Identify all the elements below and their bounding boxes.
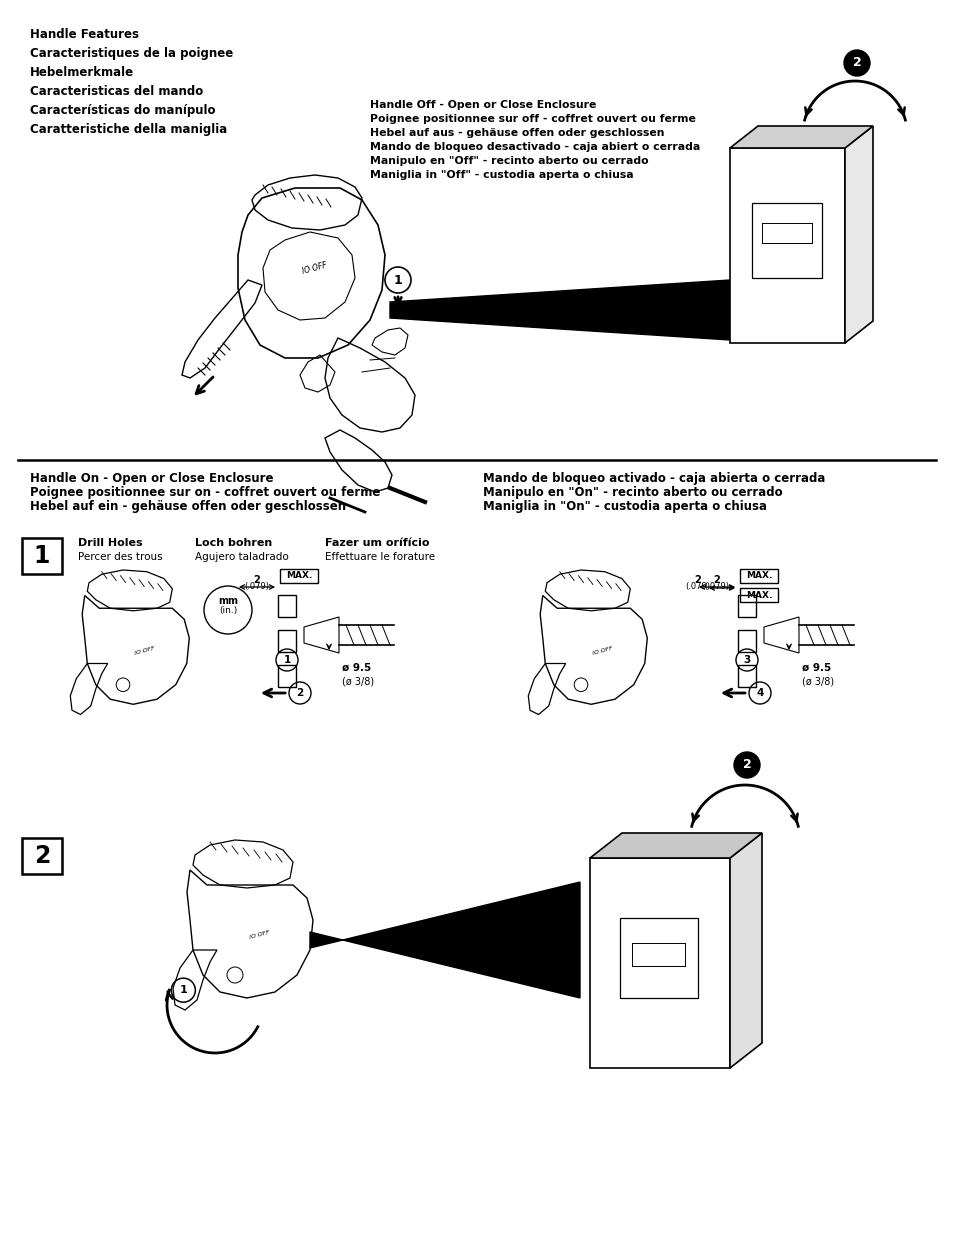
Text: Handle Features: Handle Features [30, 28, 139, 41]
Text: Effettuare le forature: Effettuare le forature [325, 552, 435, 562]
Bar [22, 538, 62, 574]
Bar [22, 839, 62, 874]
Bar [277, 664, 295, 687]
Text: 2: 2 [852, 57, 861, 69]
Text: mm: mm [218, 597, 237, 606]
Text: Handle On - Open or Close Enclosure: Handle On - Open or Close Enclosure [30, 472, 274, 485]
Bar [751, 203, 821, 278]
Text: 4: 4 [756, 688, 763, 698]
Text: Poignee positionnee sur on - coffret ouvert ou ferme: Poignee positionnee sur on - coffret ouv… [30, 487, 380, 499]
Text: MAX.: MAX. [745, 590, 771, 599]
Text: (.079): (.079) [244, 582, 269, 592]
Text: (.079): (.079) [703, 582, 729, 592]
Text: Manipulo en "Off" - recinto aberto ou cerrado: Manipulo en "Off" - recinto aberto ou ce… [370, 156, 648, 165]
Bar [280, 569, 317, 583]
Bar [277, 595, 295, 618]
Text: 2: 2 [713, 576, 720, 585]
Text: Caracteristicas del mando: Caracteristicas del mando [30, 85, 203, 98]
Text: IO OFF: IO OFF [591, 646, 613, 656]
Text: Manipulo en "On" - recinto aberto ou cerrado: Manipulo en "On" - recinto aberto ou cer… [482, 487, 781, 499]
Text: Mando de bloqueo desactivado - caja abiert o cerrada: Mando de bloqueo desactivado - caja abie… [370, 142, 700, 152]
Bar [740, 588, 778, 601]
Text: (.079): (.079) [685, 582, 710, 592]
Text: Percer des trous: Percer des trous [78, 552, 162, 562]
Polygon shape [589, 832, 761, 858]
Circle shape [733, 752, 760, 778]
Text: 3: 3 [742, 655, 750, 664]
Text: (ø 3/8): (ø 3/8) [801, 677, 833, 687]
Text: 1: 1 [283, 655, 291, 664]
Text: Características do manípulo: Características do manípulo [30, 104, 215, 117]
Text: Agujero taladrado: Agujero taladrado [194, 552, 289, 562]
Polygon shape [729, 832, 761, 1068]
Bar [619, 918, 698, 998]
Text: MAX.: MAX. [286, 572, 312, 580]
Text: MAX.: MAX. [745, 572, 771, 580]
Bar [738, 630, 755, 652]
Text: 1: 1 [33, 543, 51, 568]
Polygon shape [729, 148, 844, 343]
Text: 1: 1 [179, 986, 187, 995]
Text: Poignee positionnee sur off - coffret ouvert ou ferme: Poignee positionnee sur off - coffret ou… [370, 114, 695, 124]
Text: IO OFF: IO OFF [301, 261, 328, 275]
Text: Mando de bloqueo activado - caja abierta o cerrada: Mando de bloqueo activado - caja abierta… [482, 472, 824, 485]
Polygon shape [310, 882, 579, 998]
Text: 2: 2 [33, 844, 51, 868]
Polygon shape [729, 126, 872, 148]
Text: Fazer um orífício: Fazer um orífício [325, 538, 429, 548]
Text: (in.): (in.) [218, 606, 237, 615]
Text: 2: 2 [741, 758, 751, 772]
Text: Handle Off - Open or Close Enclosure: Handle Off - Open or Close Enclosure [370, 100, 596, 110]
Text: 2: 2 [694, 576, 700, 585]
Circle shape [843, 49, 869, 77]
Text: (ø 3/8): (ø 3/8) [341, 677, 374, 687]
Text: 1: 1 [394, 273, 402, 287]
Text: Loch bohren: Loch bohren [194, 538, 272, 548]
Text: ø 9.5: ø 9.5 [801, 663, 830, 673]
Bar [738, 664, 755, 687]
Text: 2: 2 [253, 576, 260, 585]
Bar [738, 595, 755, 618]
Text: Hebel auf ein - gehäuse offen oder geschlossen: Hebel auf ein - gehäuse offen oder gesch… [30, 500, 346, 513]
Bar [740, 569, 778, 583]
Text: ø 9.5: ø 9.5 [341, 663, 371, 673]
Text: Hebel auf aus - gehäuse offen oder geschlossen: Hebel auf aus - gehäuse offen oder gesch… [370, 128, 664, 138]
Bar [277, 630, 295, 652]
Text: Caratteristiche della maniglia: Caratteristiche della maniglia [30, 124, 227, 136]
Text: Maniglia in "On" - custodia aperta o chiusa: Maniglia in "On" - custodia aperta o chi… [482, 500, 766, 513]
Text: Hebelmerkmale: Hebelmerkmale [30, 65, 134, 79]
Text: 2: 2 [296, 688, 303, 698]
Text: IO OFF: IO OFF [133, 646, 154, 656]
Text: Caracteristiques de la poignee: Caracteristiques de la poignee [30, 47, 233, 61]
Text: Maniglia in "Off" - custodia aperta o chiusa: Maniglia in "Off" - custodia aperta o ch… [370, 170, 633, 180]
Text: Drill Holes: Drill Holes [78, 538, 143, 548]
Text: IO OFF: IO OFF [249, 930, 271, 940]
Polygon shape [844, 126, 872, 343]
Polygon shape [390, 280, 729, 340]
Polygon shape [589, 858, 729, 1068]
